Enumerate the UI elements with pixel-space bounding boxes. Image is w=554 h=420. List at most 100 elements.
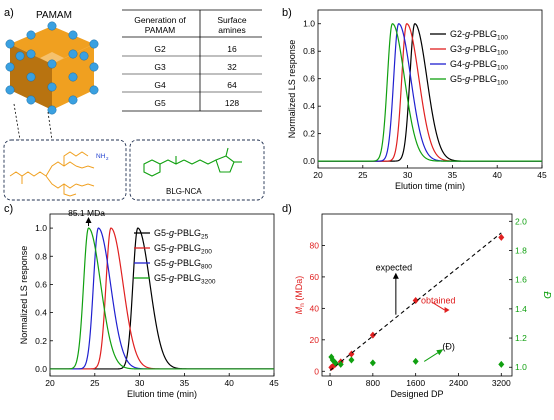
dispersity-point bbox=[337, 360, 344, 368]
y-tick-label: 0.6 bbox=[303, 74, 315, 84]
y-axis-label: Normalized LS response bbox=[287, 40, 297, 139]
y-axis-label: Normalized LS response bbox=[19, 246, 29, 345]
expected-line bbox=[329, 232, 502, 371]
x-tick-label: 3200 bbox=[492, 378, 511, 388]
panel-label-c: c) bbox=[4, 203, 13, 215]
monomer-structure-box bbox=[129, 139, 265, 201]
surface-amine-bead bbox=[68, 30, 78, 40]
legend-label: G2-g-PBLG100 bbox=[450, 29, 508, 42]
table-header-1a: Generation of bbox=[134, 15, 186, 25]
table-cell: G3 bbox=[154, 62, 166, 72]
y-left-tick-label: 80 bbox=[310, 240, 320, 250]
surface-amine-bead bbox=[47, 59, 57, 69]
x-tick-label: 40 bbox=[492, 170, 502, 180]
table-header-2b: amines bbox=[218, 25, 245, 35]
y-left-tick-label: 60 bbox=[310, 272, 320, 282]
arrow-head-icon bbox=[392, 272, 399, 279]
annotation-obtained: obtained bbox=[421, 296, 456, 306]
callout-line-right bbox=[47, 111, 53, 141]
table-cell: 128 bbox=[225, 98, 239, 108]
surface-amine-bead bbox=[5, 39, 15, 49]
surface-amine-bead bbox=[89, 62, 99, 72]
table-cell: 16 bbox=[227, 44, 237, 54]
x-tick-label: 0 bbox=[328, 378, 333, 388]
annotation-expected: expected bbox=[376, 263, 413, 273]
arrow-head-icon bbox=[444, 306, 450, 313]
panel-label-d: d) bbox=[282, 203, 292, 215]
y-left-tick-label: 40 bbox=[310, 303, 320, 313]
series-line bbox=[318, 23, 542, 162]
dendrimer-cube-icon bbox=[5, 21, 99, 115]
legend-label: G4-g-PBLG100 bbox=[450, 59, 508, 72]
surface-amine-bead bbox=[68, 95, 78, 105]
x-tick-label: 35 bbox=[448, 170, 458, 180]
y-tick-label: 0.6 bbox=[35, 279, 47, 289]
panel-d: d) 0 800 1600 2400 3200 0 20 40 60 80 1.0 1.2 1.4 1.6… bbox=[282, 203, 552, 399]
panel-label-b: b) bbox=[282, 7, 292, 19]
dispersity-point bbox=[348, 356, 355, 364]
y-tick-label: 0.4 bbox=[303, 101, 315, 111]
surface-amine-bead bbox=[89, 39, 99, 49]
y-right-tick-label: 1.4 bbox=[515, 304, 527, 314]
surface-amine-bead bbox=[89, 85, 99, 95]
plot-frame bbox=[317, 9, 543, 169]
table-cell: 64 bbox=[227, 80, 237, 90]
y-tick-label: 0.0 bbox=[303, 156, 315, 166]
x-tick-label: 20 bbox=[313, 170, 323, 180]
y-tick-label: 0.0 bbox=[35, 364, 47, 374]
table-cell: G2 bbox=[154, 44, 166, 54]
annotation-dispersity: (Đ) bbox=[442, 342, 455, 352]
x-axis-label: Elution time (min) bbox=[127, 389, 197, 399]
callout-line-left bbox=[13, 103, 21, 141]
x-tick-label: 2400 bbox=[449, 378, 468, 388]
y-tick-label: 0.4 bbox=[35, 308, 47, 318]
pamam-structure-box bbox=[3, 139, 127, 201]
mn-point bbox=[498, 233, 505, 241]
y-tick-label: 0.2 bbox=[303, 129, 315, 139]
x-tick-label: 30 bbox=[135, 378, 145, 388]
mn-point bbox=[369, 331, 376, 339]
surface-amine-bead bbox=[47, 82, 57, 92]
surface-amine-bead bbox=[68, 49, 78, 59]
blg-nca-structure-icon bbox=[143, 147, 242, 177]
series-line bbox=[50, 227, 274, 370]
surface-amine-bead bbox=[15, 51, 25, 61]
panel-a: a) PAMAM Generation of PAMAM Surface ami… bbox=[3, 7, 265, 201]
x-tick-label: 25 bbox=[358, 170, 368, 180]
dispersity-point bbox=[369, 359, 376, 367]
legend-label: G5-g-PBLG200 bbox=[154, 243, 212, 256]
x-tick-label: 20 bbox=[45, 378, 55, 388]
x-tick-label: 35 bbox=[180, 378, 190, 388]
surface-amine-bead bbox=[79, 51, 89, 61]
y-left-tick-label: 20 bbox=[310, 335, 320, 345]
y-right-axis-label: Đ bbox=[541, 291, 552, 298]
table-header-1b: PAMAM bbox=[145, 25, 176, 35]
dispersity-arrow bbox=[423, 350, 441, 362]
y-right-tick-label: 1.2 bbox=[515, 333, 527, 343]
panel-label-a: a) bbox=[4, 7, 14, 19]
y-right-tick-label: 2.0 bbox=[515, 216, 527, 226]
y-left-axis-label: Mn (MDa) bbox=[294, 276, 306, 315]
y-right-tick-label: 1.6 bbox=[515, 275, 527, 285]
dispersity-point bbox=[412, 357, 419, 365]
table-cell: 32 bbox=[227, 62, 237, 72]
y-tick-label: 0.8 bbox=[35, 251, 47, 261]
surface-amine-bead bbox=[5, 85, 15, 95]
amine-subscript: 2 bbox=[106, 156, 109, 161]
x-tick-label: 25 bbox=[90, 378, 100, 388]
table-cell: G4 bbox=[154, 80, 166, 90]
plot-frame bbox=[321, 213, 513, 377]
y-tick-label: 1.0 bbox=[35, 223, 47, 233]
pamam-title: PAMAM bbox=[36, 10, 72, 21]
x-tick-label: 40 bbox=[224, 378, 234, 388]
x-tick-label: 800 bbox=[366, 378, 380, 388]
dispersity-point bbox=[332, 359, 339, 367]
surface-amine-bead bbox=[26, 49, 36, 59]
legend-label: G5-g-PBLG3200 bbox=[154, 273, 216, 286]
surface-amine-bead bbox=[26, 95, 36, 105]
legend-label: G5-g-PBLG800 bbox=[154, 258, 212, 271]
pamam-structure-icon bbox=[9, 151, 95, 197]
obtained-arrow bbox=[431, 301, 445, 311]
x-tick-label: 1600 bbox=[406, 378, 425, 388]
annotation-text: 85.1 MDa bbox=[68, 208, 105, 218]
